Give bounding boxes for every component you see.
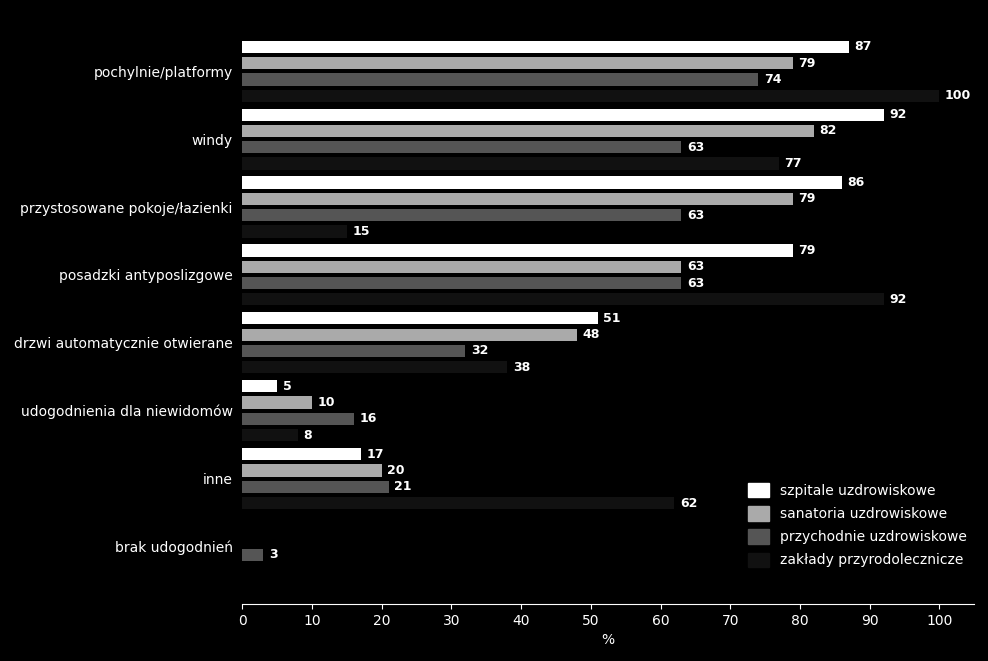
Bar: [242, 260, 682, 273]
Bar: [242, 73, 758, 85]
Text: 92: 92: [889, 108, 906, 121]
Text: 79: 79: [798, 192, 816, 206]
Bar: [242, 293, 883, 305]
Bar: [242, 57, 793, 69]
Text: 77: 77: [784, 157, 802, 170]
Bar: [242, 361, 507, 373]
Bar: [242, 429, 298, 442]
Bar: [242, 397, 312, 408]
Bar: [242, 481, 388, 493]
Text: 20: 20: [387, 464, 405, 477]
Bar: [242, 329, 577, 341]
Bar: [242, 345, 465, 357]
Bar: [242, 277, 682, 289]
Bar: [242, 108, 883, 121]
Text: 87: 87: [855, 40, 871, 54]
Text: 3: 3: [269, 548, 278, 561]
Text: 86: 86: [848, 176, 864, 189]
Text: 17: 17: [367, 447, 384, 461]
Bar: [242, 157, 779, 170]
Text: 8: 8: [303, 428, 312, 442]
Text: 5: 5: [283, 380, 291, 393]
Bar: [242, 90, 940, 102]
Bar: [242, 549, 263, 561]
Text: 10: 10: [317, 396, 335, 409]
Bar: [242, 448, 361, 460]
Text: 79: 79: [798, 57, 816, 69]
Bar: [242, 464, 381, 477]
Text: 63: 63: [687, 209, 704, 221]
Text: 74: 74: [764, 73, 782, 86]
Text: 16: 16: [360, 412, 376, 425]
Text: 38: 38: [513, 361, 530, 373]
Bar: [242, 225, 347, 237]
Bar: [242, 380, 278, 393]
Text: 51: 51: [604, 312, 620, 325]
Text: 82: 82: [819, 124, 837, 137]
Bar: [242, 312, 598, 325]
Bar: [242, 193, 793, 205]
Bar: [242, 141, 682, 153]
Legend: szpitale uzdrowiskowe, sanatoria uzdrowiskowe, przychodnie uzdrowiskowe, zakłady: szpitale uzdrowiskowe, sanatoria uzdrowi…: [748, 483, 967, 567]
Bar: [242, 41, 849, 53]
Text: 21: 21: [394, 481, 412, 493]
Text: 63: 63: [687, 276, 704, 290]
Text: 15: 15: [353, 225, 370, 238]
Text: 62: 62: [680, 496, 698, 510]
X-axis label: %: %: [602, 633, 615, 647]
Bar: [242, 209, 682, 221]
Text: 100: 100: [945, 89, 971, 102]
Bar: [242, 176, 842, 188]
Text: 63: 63: [687, 260, 704, 273]
Text: 79: 79: [798, 244, 816, 257]
Bar: [242, 125, 814, 137]
Bar: [242, 497, 675, 509]
Text: 32: 32: [471, 344, 488, 358]
Text: 63: 63: [687, 141, 704, 154]
Text: 92: 92: [889, 293, 906, 306]
Bar: [242, 245, 793, 256]
Bar: [242, 412, 354, 425]
Text: 48: 48: [583, 328, 600, 341]
